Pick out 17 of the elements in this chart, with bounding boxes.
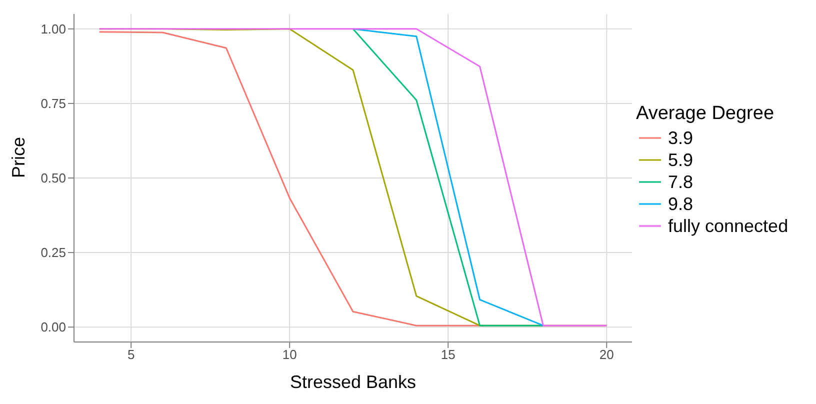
- y-tick-label: 0.75: [40, 96, 66, 112]
- y-tick-label: 0.50: [40, 170, 66, 186]
- legend-title: Average Degree: [636, 103, 776, 125]
- legend-label: 7.8: [668, 172, 694, 192]
- x-axis-title: Stressed Banks: [290, 372, 416, 392]
- x-tick-label: 10: [282, 347, 297, 362]
- legend-label: fully connected: [668, 216, 788, 236]
- y-tick-label: 1.00: [40, 22, 66, 37]
- y-tick-label: 0.25: [40, 245, 66, 260]
- y-tick-label: 0.00: [40, 320, 66, 335]
- y-axis-title: Price: [8, 136, 28, 178]
- x-tick-label: 5: [127, 347, 135, 362]
- legend-label: 9.8: [668, 194, 694, 214]
- legend-label: 5.9: [668, 150, 694, 170]
- x-tick-label: 15: [440, 347, 456, 362]
- x-tick-label: 20: [599, 347, 614, 362]
- legend-label: 3.9: [668, 128, 694, 148]
